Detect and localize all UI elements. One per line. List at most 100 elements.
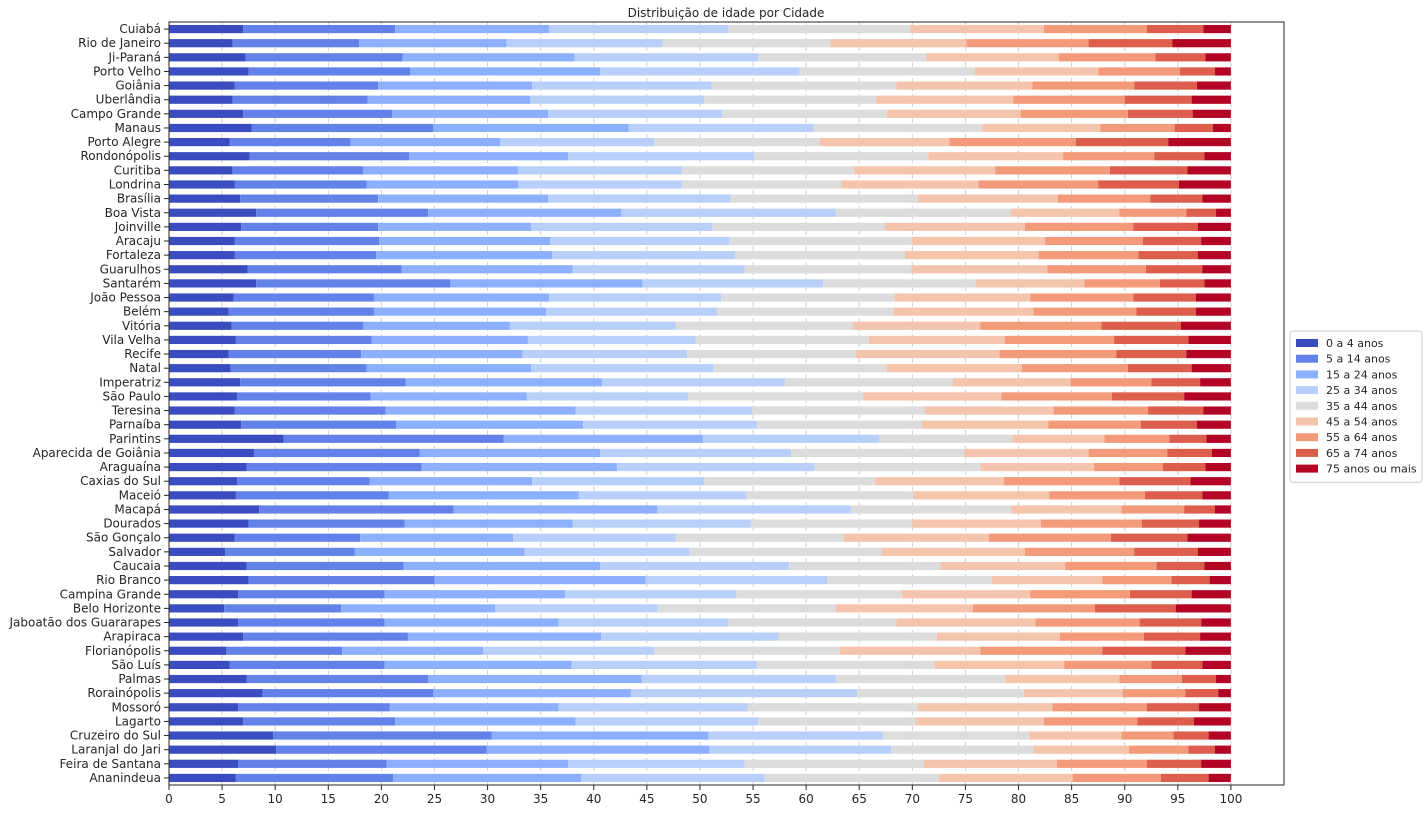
bar-segment bbox=[169, 307, 229, 316]
bar-segment bbox=[695, 335, 869, 345]
category-label: Lagarto bbox=[115, 714, 161, 728]
bar-segment bbox=[1151, 378, 1201, 387]
bar-segment bbox=[835, 208, 1012, 217]
bar-segment bbox=[747, 703, 918, 712]
bar-row bbox=[169, 604, 1231, 613]
bar-segment bbox=[169, 533, 235, 542]
bar-segment bbox=[532, 477, 705, 486]
bar-segment bbox=[936, 632, 1060, 641]
bar-row bbox=[169, 646, 1231, 655]
bar-segment bbox=[1133, 293, 1196, 302]
bar-segment bbox=[654, 646, 841, 655]
bar-segment bbox=[169, 462, 247, 472]
bar-segment bbox=[531, 222, 713, 231]
bar-segment bbox=[568, 152, 755, 161]
bar-row bbox=[169, 547, 1231, 556]
category-label: Salvador bbox=[108, 545, 161, 559]
bar-segment bbox=[1173, 731, 1209, 740]
bar-segment bbox=[835, 604, 973, 613]
bar-segment bbox=[224, 604, 342, 613]
bar-segment bbox=[262, 689, 434, 698]
bar-segment bbox=[1121, 505, 1185, 514]
bar-segment bbox=[509, 321, 676, 330]
bar-segment bbox=[169, 406, 235, 415]
bar-segment bbox=[169, 138, 230, 147]
bar-segment bbox=[657, 505, 851, 514]
bar-segment bbox=[575, 717, 759, 726]
bar-segment bbox=[1136, 307, 1196, 316]
bar-segment bbox=[1209, 576, 1231, 585]
bar-segment bbox=[1169, 434, 1207, 443]
bar-segment bbox=[495, 604, 658, 613]
bar-segment bbox=[366, 180, 519, 189]
bar-segment bbox=[730, 194, 918, 203]
bar-segment bbox=[980, 321, 1102, 330]
bar-segment bbox=[550, 236, 730, 246]
bar-segment bbox=[1121, 731, 1174, 740]
legend-item: 45 a 54 anos bbox=[1296, 416, 1398, 429]
bar-segment bbox=[1216, 674, 1231, 684]
bar-segment bbox=[568, 759, 745, 768]
bar-segment bbox=[642, 279, 824, 288]
bar-segment bbox=[384, 618, 559, 627]
bar-segment bbox=[283, 434, 504, 443]
category-label: Curitiba bbox=[114, 163, 161, 177]
bar-segment bbox=[675, 533, 844, 542]
bar-segment bbox=[1098, 67, 1180, 76]
bar-segment bbox=[1147, 24, 1204, 34]
bar-segment bbox=[230, 364, 367, 373]
bar-segment bbox=[1150, 194, 1203, 203]
bar-segment bbox=[1208, 773, 1231, 783]
bar-segment bbox=[1011, 208, 1120, 217]
bar-segment bbox=[370, 392, 527, 401]
bar-segment bbox=[1058, 53, 1156, 62]
bar-row bbox=[169, 349, 1231, 359]
bar-segment bbox=[736, 590, 902, 599]
bar-segment bbox=[433, 123, 629, 133]
bar-segment bbox=[1130, 590, 1192, 599]
bar-segment bbox=[235, 335, 372, 345]
bar-segment bbox=[703, 434, 880, 443]
bar-segment bbox=[1186, 349, 1231, 359]
bar-segment bbox=[238, 590, 385, 599]
bar-segment bbox=[1044, 717, 1138, 726]
bar-segment bbox=[721, 293, 895, 302]
bar-row bbox=[169, 293, 1231, 302]
bar-segment bbox=[704, 95, 877, 104]
category-label: Rio Branco bbox=[96, 573, 161, 587]
bar-row bbox=[169, 618, 1231, 627]
bar-segment bbox=[526, 392, 689, 401]
bar-segment bbox=[1208, 731, 1231, 740]
bar-segment bbox=[978, 180, 1099, 189]
bar-segment bbox=[1021, 364, 1128, 373]
bar-row bbox=[169, 24, 1231, 34]
bar-segment bbox=[256, 208, 429, 217]
legend-label: 25 a 34 anos bbox=[1326, 384, 1398, 397]
bar-row bbox=[169, 434, 1231, 443]
bar-segment bbox=[974, 67, 1099, 76]
bar-segment bbox=[1195, 307, 1231, 316]
bar-segment bbox=[371, 335, 528, 345]
bar-segment bbox=[1191, 95, 1231, 104]
bar-segment bbox=[750, 519, 913, 528]
bar-row bbox=[169, 180, 1231, 189]
legend-item: 15 a 24 anos bbox=[1296, 368, 1398, 381]
bar-segment bbox=[1119, 477, 1191, 486]
bar-segment bbox=[1197, 251, 1231, 260]
bar-segment bbox=[1104, 434, 1170, 443]
bar-segment bbox=[1184, 505, 1215, 514]
bar-segment bbox=[169, 166, 233, 175]
bar-segment bbox=[169, 293, 234, 302]
bar-segment bbox=[757, 660, 935, 669]
bar-segment bbox=[243, 24, 396, 34]
bar-segment bbox=[169, 265, 248, 274]
bar-segment bbox=[709, 745, 892, 754]
bar-segment bbox=[891, 745, 1034, 754]
bar-segment bbox=[1148, 406, 1204, 415]
bar-segment bbox=[662, 39, 831, 48]
bar-segment bbox=[863, 392, 1002, 401]
legend-label: 55 a 64 anos bbox=[1326, 431, 1398, 444]
bar-segment bbox=[453, 505, 658, 514]
bar-segment bbox=[169, 208, 257, 217]
bar-segment bbox=[881, 547, 1025, 556]
